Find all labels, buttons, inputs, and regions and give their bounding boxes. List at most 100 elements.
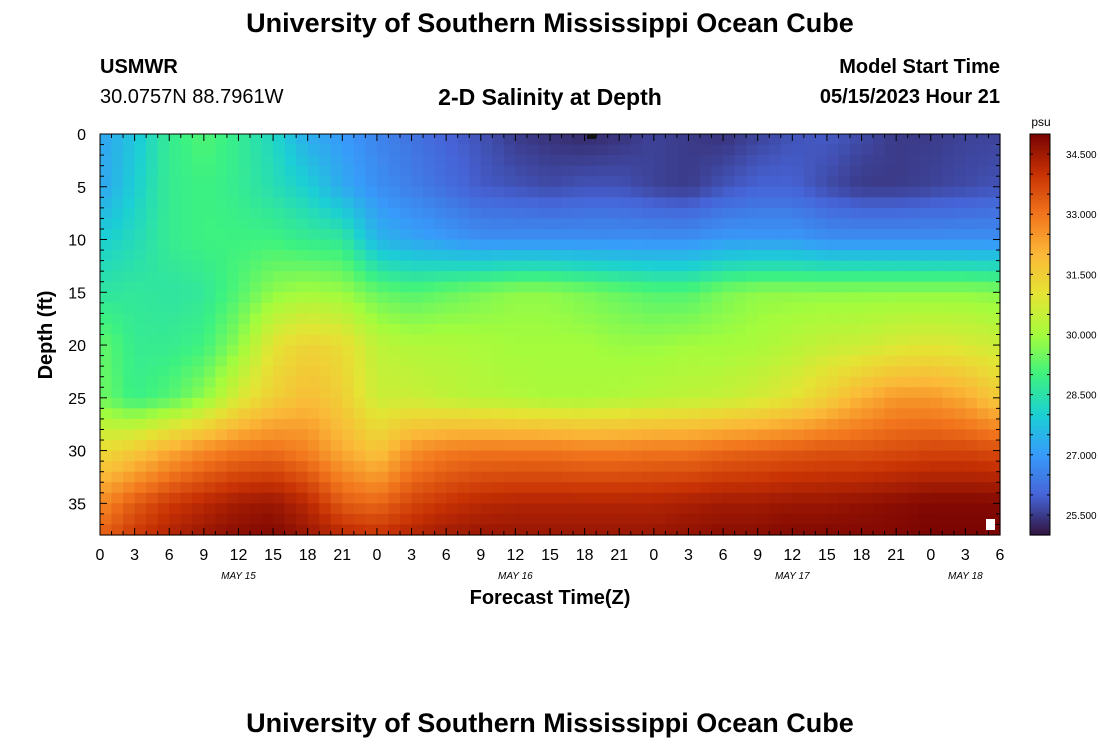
heatmap-cell [676,292,690,304]
heatmap-cell [538,524,551,536]
heatmap-cell [619,355,632,367]
heatmap-cell [930,134,943,146]
heatmap-cell [446,302,459,314]
heatmap-cell [480,250,493,262]
heatmap-cell [180,323,193,336]
heatmap-cell [134,408,147,420]
heatmap-cell [550,228,563,241]
heatmap-cell [273,218,286,230]
heatmap-cell [838,134,851,146]
heatmap-cell [792,492,805,504]
heatmap-cell [919,197,932,209]
colorbar-band [1030,292,1050,295]
heatmap-cell [319,355,332,367]
heatmap-cell [330,397,343,409]
heatmap-cell [803,366,816,378]
heatmap-cell [642,513,655,526]
heatmap-cell [146,292,159,304]
heatmap-cell [123,503,136,515]
heatmap-cell [423,397,436,409]
heatmap-cell [596,250,609,262]
heatmap-cell [330,144,343,156]
heatmap-cell [434,281,447,293]
colorbar-band [1030,278,1050,281]
heatmap-cell [757,450,770,462]
heatmap-cell [815,176,828,188]
heatmap-cell [203,271,216,283]
heatmap-cell [100,492,113,504]
colorbar-band [1030,236,1050,239]
heatmap-cell [284,345,297,357]
heatmap-cell [307,503,320,515]
heatmap-cell [469,292,482,304]
heatmap-cell [873,239,886,251]
heatmap-cell [446,197,459,209]
heatmap-cell [180,492,193,504]
heatmap-cell [896,387,909,399]
heatmap-cell [515,144,528,156]
heatmap-cell [561,302,574,314]
heatmap-cell [469,429,482,441]
heatmap-cell [642,302,655,314]
heatmap-cell [434,524,447,536]
heatmap-cell [146,524,159,536]
colorbar-band [1030,464,1050,468]
colorbar-band [1030,510,1050,514]
heatmap-cell [469,302,482,314]
heatmap-cell [826,513,840,526]
heatmap-cell [319,334,332,346]
heatmap-cell [561,313,574,325]
heatmap-cell [584,176,597,188]
heatmap-cell [526,176,540,188]
heatmap-cell [192,271,205,283]
heatmap-cell [919,313,932,325]
heatmap-cell [803,429,816,441]
heatmap-cell [146,165,159,177]
heatmap-cell [550,207,563,220]
heatmap-cell [676,239,690,251]
colorbar-band [1030,454,1050,458]
heatmap-cell [688,408,701,420]
heatmap-cell [965,218,978,230]
heatmap-cell [803,461,816,473]
heatmap-cell [111,450,124,462]
heatmap-cell [815,471,828,483]
heatmap-cell [492,313,505,325]
heatmap-cell [803,524,816,536]
heatmap-cell [711,176,724,188]
heatmap-cell [861,440,874,452]
colorbar-band [1030,318,1050,322]
heatmap-cell [411,218,424,230]
heatmap-cell [815,450,828,462]
x-tick-label: 21 [610,547,628,564]
heatmap-cell [550,155,563,167]
heatmap-cell [526,429,540,441]
heatmap-cell [538,513,551,526]
heatmap-cell [746,260,759,272]
heatmap-cell [503,250,516,262]
heatmap-cell [573,376,586,388]
heatmap-cell [123,376,136,388]
heatmap-cell [942,524,955,536]
heatmap-cell [711,492,724,504]
heatmap-cell [676,397,690,409]
colorbar-band [1030,426,1050,430]
heatmap-cell [826,260,840,272]
heatmap-cell [446,366,459,378]
heatmap-cell [526,376,540,388]
heatmap-cell [526,197,540,209]
heatmap-cell [365,334,378,346]
heatmap-cell [238,387,251,399]
heatmap-cell [457,482,470,494]
heatmap-cell [976,482,990,494]
heatmap-cell [180,218,193,230]
heatmap-cell [157,503,170,515]
heatmap-cell [180,186,193,198]
heatmap-cell [296,250,309,262]
heatmap-cell [342,461,355,473]
heatmap-cell [630,376,643,388]
heatmap-cell [365,186,378,198]
heatmap-cell [780,461,793,473]
colorbar-band [1030,346,1050,350]
heatmap-cell [619,239,632,251]
